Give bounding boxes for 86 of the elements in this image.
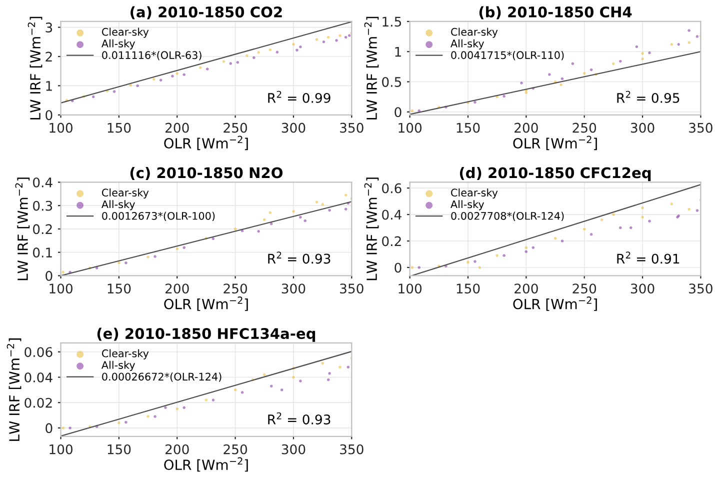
legend-label: Clear-sky	[102, 349, 149, 360]
x-tick-label: 200	[166, 122, 189, 133]
y-axis-title: LW IRF [Wm$^{−2}$]	[364, 178, 379, 280]
y-tick-label: 0.6	[382, 183, 402, 194]
legend-label: 0.00026672*(OLR-124)	[102, 372, 222, 382]
chart-title: (b) 2010-1850 CH4	[479, 6, 632, 20]
y-axis-title: LW IRF [Wm$^{−2}$]	[6, 338, 22, 441]
annotation: R$^{2}$ = 0.99	[268, 90, 330, 103]
x-tick-label: 100	[50, 444, 72, 454]
x-tick-label: 300	[630, 122, 654, 133]
x-tick-label: 350	[340, 122, 364, 133]
y-tick-label: 0.02	[24, 398, 52, 408]
x-tick-label: 100	[398, 284, 422, 294]
y-tick-label: 2	[46, 52, 52, 62]
annotation: R$^{2}$ = 0.93	[268, 412, 330, 424]
y-tick-label: 0	[394, 107, 402, 118]
legend-label: Clear-sky	[102, 28, 149, 38]
x-axis-title: OLR [Wm$^{−2}$]	[164, 296, 248, 311]
x-tick-label: 300	[282, 122, 306, 133]
legend-label: 0.0012673*(OLR-100)	[102, 212, 215, 222]
chart-title: (a) 2010-1850 CO2	[130, 6, 282, 20]
legend-label: All-sky	[101, 200, 136, 210]
legend-label: 0.011116*(OLR-63)	[102, 51, 202, 60]
chart-title: (d) 2010-1850 CFC12eq	[460, 166, 651, 182]
y-tick-label: 0	[46, 270, 52, 281]
annotation: R$^{2}$ = 0.95	[617, 90, 680, 103]
y-tick-label: 0.5	[382, 76, 402, 87]
x-tick-label: 200	[166, 444, 189, 454]
x-tick-label: 200	[514, 284, 538, 294]
y-tick-label: 0.2	[382, 236, 401, 246]
y-tick-label: 0	[46, 110, 52, 120]
annotation: R$^{2}$ = 0.91	[617, 252, 680, 264]
x-tick-label: 350	[340, 444, 364, 454]
x-tick-label: 250	[224, 444, 248, 454]
x-tick-label: 100	[50, 122, 72, 133]
y-tick-label: 0	[394, 262, 402, 273]
y-tick-label: 0.2	[33, 224, 52, 234]
x-axis-title: OLR [Wm$^{−2}$]	[164, 457, 248, 472]
y-tick-label: 0.4	[382, 210, 402, 220]
x-tick-label: 300	[282, 284, 306, 294]
x-tick-label: 150	[456, 284, 480, 294]
x-axis-title: OLR [Wm$^{−2}$]	[513, 136, 597, 150]
y-tick-label: 1	[46, 81, 52, 91]
x-tick-label: 250	[572, 284, 596, 294]
x-axis-title: OLR [Wm$^{−2}$]	[164, 136, 248, 150]
legend-label: Clear-sky	[451, 28, 498, 38]
y-axis-title: LW IRF [Wm$^{−2}$]	[28, 16, 42, 120]
y-tick-label: 0	[46, 423, 52, 434]
x-tick-label: 300	[630, 284, 654, 294]
legend-label: 0.0027708*(OLR-124)	[451, 212, 564, 222]
x-tick-label: 200	[514, 122, 538, 133]
x-tick-label: 150	[108, 284, 131, 294]
y-tick-label: 0.3	[33, 200, 52, 211]
legend-label: 0.0041715*(OLR-110)	[451, 51, 564, 60]
y-tick-label: 1.5	[382, 16, 402, 27]
y-tick-label: 0.4	[33, 177, 52, 188]
legend-label: All-sky	[450, 39, 484, 50]
y-tick-label: 3	[46, 22, 52, 33]
legend-label: All-sky	[450, 200, 484, 210]
x-tick-label: 250	[572, 122, 596, 133]
legend-label: Clear-sky	[102, 188, 149, 199]
x-tick-label: 250	[224, 284, 248, 294]
x-tick-label: 350	[689, 284, 712, 294]
y-axis-title: LW IRF [Wm$^{−2}$]	[364, 16, 379, 120]
legend-label: Clear-sky	[451, 188, 498, 199]
x-tick-label: 350	[689, 122, 712, 133]
x-tick-label: 150	[456, 122, 480, 133]
y-tick-label: 0.1	[33, 248, 52, 258]
y-tick-label: 1	[395, 47, 401, 57]
x-tick-label: 350	[340, 284, 364, 294]
x-tick-label: 100	[398, 122, 422, 133]
x-tick-label: 300	[282, 444, 306, 454]
x-tick-label: 200	[166, 284, 189, 294]
annotation: R$^{2}$ = 0.93	[268, 252, 330, 264]
y-tick-label: 0.06	[24, 347, 52, 358]
chart-title: (c) 2010-1850 N2O	[130, 166, 283, 180]
x-tick-label: 150	[108, 444, 131, 454]
x-tick-label: 150	[108, 122, 131, 133]
legend-label: All-sky	[101, 360, 136, 371]
y-axis-title: LW IRF [Wm$^{−2}$]	[15, 178, 30, 280]
chart-title: (e) 2010-1850 HFC134a-eq	[97, 328, 316, 342]
x-tick-label: 250	[224, 122, 248, 133]
x-axis-title: OLR [Wm$^{−2}$]	[513, 296, 597, 311]
x-tick-label: 100	[50, 284, 72, 294]
legend-label: All-sky	[101, 39, 136, 50]
y-tick-label: 0.04	[24, 372, 52, 382]
